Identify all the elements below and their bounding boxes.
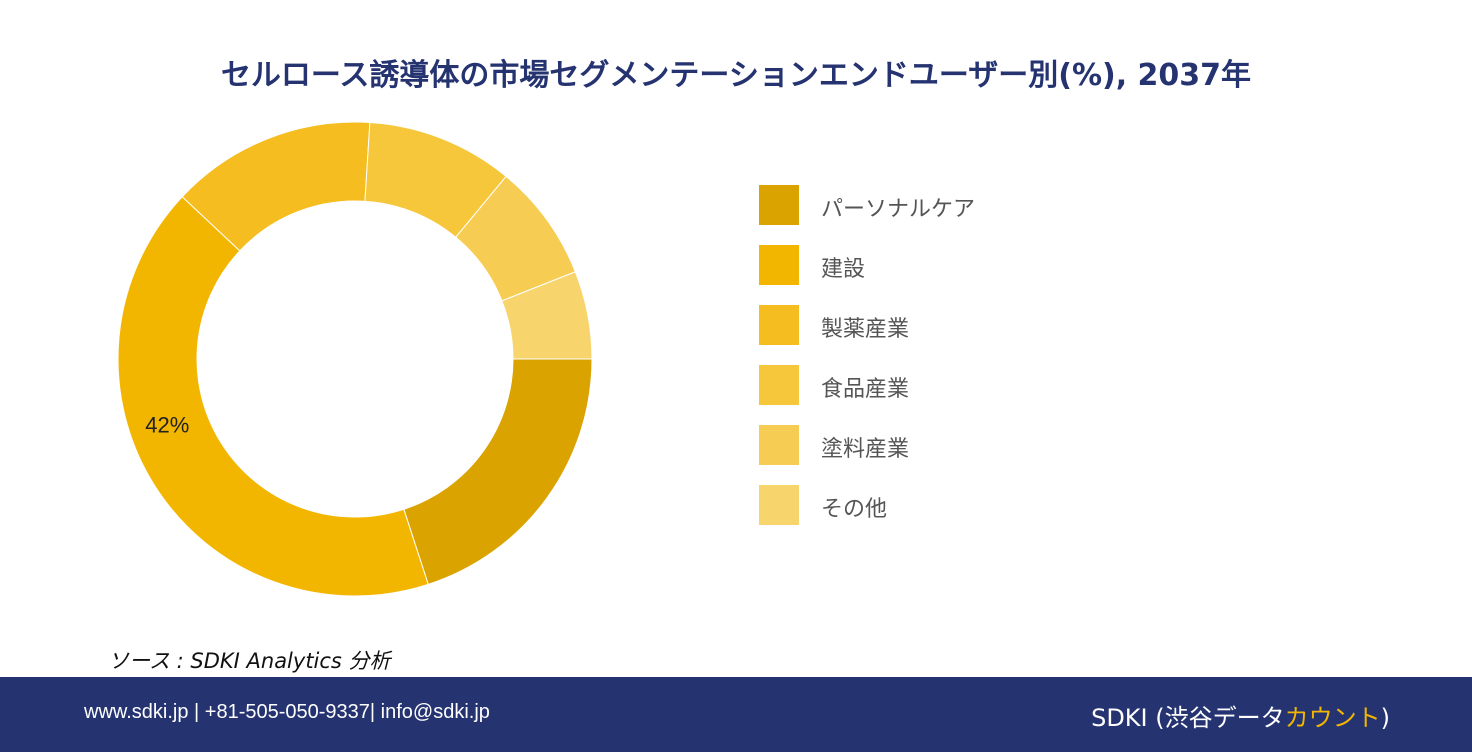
slice-data-label: 42% [145,412,189,437]
legend-swatch [759,305,799,345]
legend-label: 建設 [821,257,866,282]
donut-slice [117,196,429,597]
donut-slice [403,358,593,586]
brand-suffix: ) [1380,704,1390,732]
source-note: ソース : SDKI Analytics 分析 [108,649,391,673]
legend-swatch [759,245,799,285]
chart-title: セルロース誘導体の市場セグメンテーションエンドユーザー別(%), 2037年 [220,58,1252,93]
donut-chart: 42% [117,121,593,597]
legend-swatch [759,485,799,525]
legend-label: 食品産業 [821,377,910,402]
legend-label: 製薬産業 [821,317,910,342]
footer-contact: www.sdki.jp | +81-505-050-9337| info@sdk… [84,701,490,723]
legend-label: その他 [821,497,888,522]
footer-bar: www.sdki.jp | +81-505-050-9337| info@sdk… [0,677,1472,752]
brand-accent: カウント [1284,704,1381,732]
legend-swatch [759,365,799,405]
legend-label: パーソナルケア [821,197,976,222]
legend-swatch [759,185,799,225]
legend-label: 塗料産業 [821,437,910,462]
brand-prefix: SDKI (渋谷データ [1091,704,1285,732]
footer-brand: SDKI (渋谷データカウント) [1091,698,1390,733]
legend-swatch [759,425,799,465]
donut-slice [501,271,593,360]
